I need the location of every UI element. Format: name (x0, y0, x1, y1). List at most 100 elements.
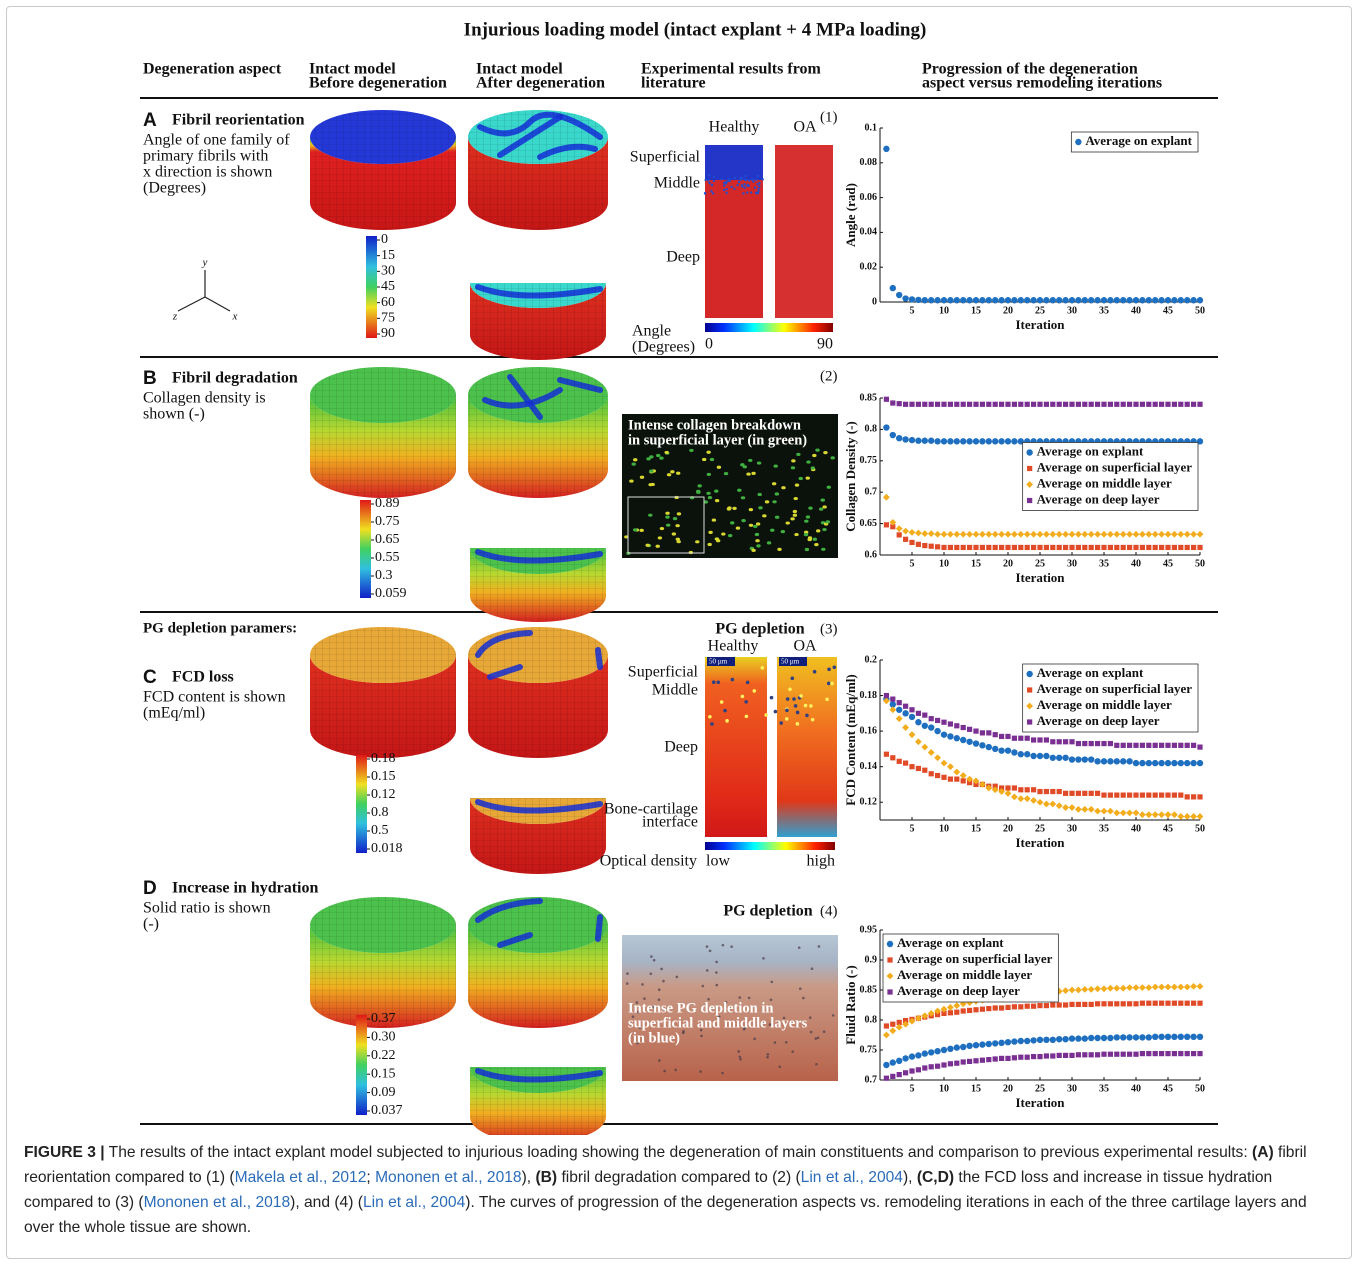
panel-description: (mEq/ml) (143, 705, 205, 722)
cell (804, 704, 808, 708)
cell (826, 520, 830, 523)
data-point (1172, 1051, 1177, 1056)
data-point (1044, 1053, 1049, 1058)
cell (656, 454, 660, 457)
legend-marker (1027, 719, 1032, 724)
data-point (1101, 758, 1107, 764)
data-point (1120, 758, 1126, 764)
data-point (954, 297, 960, 303)
caption-cite[interactable]: Lin et al., 2004 (363, 1194, 465, 1211)
cell (714, 489, 718, 492)
x-tick-label: 50 (1195, 1083, 1205, 1094)
caption-cite[interactable]: Mononen et al., 2018 (144, 1194, 291, 1211)
data-point (1095, 741, 1100, 746)
caption-cite[interactable]: Mononen et al., 2018 (375, 1169, 522, 1186)
data-point (980, 1058, 985, 1063)
data-point (1049, 801, 1056, 808)
layer-label: Middle (654, 175, 700, 192)
data-point (1190, 1034, 1196, 1040)
data-point (1145, 531, 1152, 538)
texture (704, 192, 706, 194)
texture (755, 192, 757, 194)
data-point (1178, 793, 1183, 798)
legend-marker (887, 957, 892, 962)
cell (757, 461, 761, 464)
legend: Average on explant (1071, 132, 1198, 152)
data-point (993, 402, 998, 407)
cell (629, 479, 633, 482)
data-point (903, 402, 908, 407)
reference: (1) (820, 109, 838, 125)
cell (697, 484, 701, 487)
data-point (1146, 402, 1151, 407)
data-point (1146, 545, 1151, 550)
data-point (1031, 787, 1036, 792)
texture (752, 180, 754, 182)
data-point (1094, 297, 1100, 303)
data-point (1107, 297, 1113, 303)
data-point (1037, 737, 1042, 742)
data-point (1069, 1035, 1075, 1041)
data-point (948, 1010, 953, 1015)
data-point (1178, 1051, 1183, 1056)
data-point (1197, 1034, 1203, 1040)
data-point (941, 720, 946, 725)
colorbar-label: 0.018 (371, 841, 403, 856)
data-point (1043, 531, 1050, 538)
data-point (1152, 1034, 1158, 1040)
data-point (1044, 1003, 1049, 1008)
legend-marker (1026, 671, 1032, 677)
x-tick-label: 20 (1003, 558, 1013, 569)
data-point (1005, 297, 1011, 303)
data-point (966, 297, 972, 303)
data-point (896, 1058, 902, 1064)
texture (727, 179, 729, 181)
texture (713, 175, 715, 177)
data-point (1121, 545, 1126, 550)
data-point (915, 297, 921, 303)
data-point (1089, 741, 1094, 746)
legend-marker (1026, 449, 1032, 455)
data-point (960, 737, 966, 743)
y-tick-label: 0.7 (865, 486, 878, 497)
caption-cite[interactable]: Lin et al., 2004 (801, 1169, 903, 1186)
cell (778, 1065, 781, 1068)
cell (658, 1059, 661, 1062)
x-tick-label: 45 (1163, 558, 1173, 569)
data-point (1089, 1052, 1094, 1057)
data-point (1075, 756, 1081, 762)
data-point (903, 1070, 908, 1075)
data-point (1082, 1052, 1087, 1057)
data-point (883, 1032, 890, 1039)
data-point (973, 297, 979, 303)
data-point (1057, 789, 1062, 794)
caption-cite[interactable]: Makela et al., 2012 (235, 1169, 367, 1186)
y-tick-label: 0.8 (865, 1014, 878, 1025)
colorbar-label: 75 (381, 311, 395, 326)
colorbar-label: 90 (381, 326, 395, 341)
data-point (929, 544, 934, 549)
data-point (929, 771, 934, 776)
data-point (1172, 793, 1177, 798)
texture (743, 183, 745, 185)
data-point (1082, 756, 1088, 762)
data-point (1025, 1004, 1030, 1009)
data-point (884, 1023, 889, 1028)
x-tick-label: 40 (1131, 823, 1141, 834)
data-point (897, 759, 902, 764)
colorbar-label: 0.18 (371, 751, 396, 766)
data-point (1171, 984, 1178, 991)
data-point (916, 1067, 921, 1072)
cell (716, 539, 720, 542)
data-point (1088, 297, 1094, 303)
cell (822, 528, 826, 531)
data-point (1101, 545, 1106, 550)
data-point (934, 297, 940, 303)
data-point (1025, 736, 1030, 741)
data-point (909, 529, 916, 536)
data-point (1140, 402, 1145, 407)
y-tick-label: 0.08 (860, 157, 878, 168)
data-point (1152, 760, 1158, 766)
data-point (1025, 545, 1030, 550)
cell (721, 1072, 724, 1075)
